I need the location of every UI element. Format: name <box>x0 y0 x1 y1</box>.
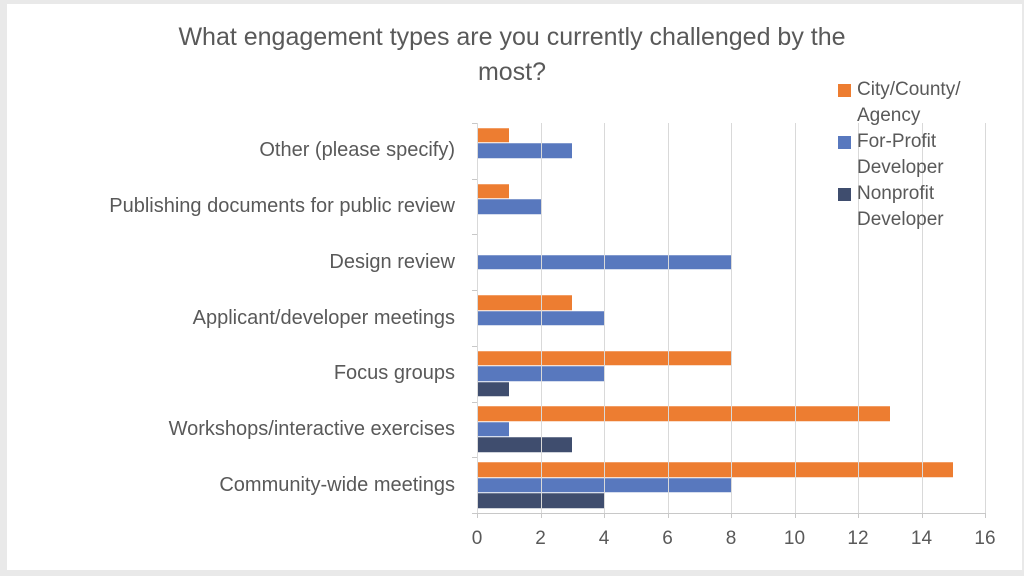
legend-label-line: Nonprofit <box>857 183 935 204</box>
gridline-14 <box>921 123 923 513</box>
y-axis-tick <box>472 234 477 236</box>
legend-label: For-Profit Developer <box>857 129 944 181</box>
bar-for-profit-developer <box>477 422 509 437</box>
bar-city-county-agency <box>477 462 954 477</box>
chart-title-line-1: What engagement types are you currently … <box>178 23 846 51</box>
category-row <box>477 402 985 458</box>
x-axis-tick-label-0: 0 <box>471 528 483 549</box>
bar-city-county-agency <box>477 183 509 199</box>
bar-city-county-agency <box>477 406 890 422</box>
category-label: Publishing documents for public review <box>109 195 455 218</box>
chart-title-line-2: most? <box>477 58 547 86</box>
legend-label-line: Developer <box>857 209 944 230</box>
gridline-16 <box>985 123 986 513</box>
y-axis-tick <box>472 123 477 124</box>
gridline-12 <box>858 123 859 513</box>
x-axis-tick-label-16: 16 <box>974 528 996 549</box>
y-axis-tick <box>472 513 477 514</box>
legend-swatch <box>838 188 851 201</box>
legend-label-line: Developer <box>857 157 944 178</box>
x-axis-tick-4 <box>604 513 605 518</box>
bar-group <box>477 183 985 230</box>
bar-for-profit-developer <box>477 143 573 159</box>
x-axis-tick-6 <box>667 513 669 518</box>
plot-area <box>472 123 986 518</box>
x-axis-tick-label-14: 14 <box>910 528 933 549</box>
x-axis-tick-2 <box>540 513 542 518</box>
category-label: Workshops/interactive exercises <box>168 417 455 440</box>
bar-nonprofit-developer <box>477 437 573 453</box>
y-axis-tick <box>472 290 477 292</box>
bar-group <box>477 406 985 453</box>
category-axis-labels: Other (please specify) Publishing documen… <box>55 123 455 513</box>
x-axis-tick-label-4: 4 <box>598 528 610 549</box>
x-axis-tick-label-10: 10 <box>783 528 806 549</box>
x-axis-tick-14 <box>921 513 923 518</box>
category-label: Community-wide meetings <box>219 473 455 496</box>
y-axis-tick <box>472 457 477 459</box>
legend-label: City/County/Agency <box>857 77 960 129</box>
x-axis-tick-label-12: 12 <box>847 528 869 549</box>
x-axis-tick-16 <box>985 513 986 518</box>
category-row <box>477 123 985 179</box>
legend-item: For-Profit Developer <box>838 129 1020 181</box>
bar-for-profit-developer <box>477 199 541 214</box>
legend-item: Nonprofit Developer <box>838 181 1020 233</box>
gridline-6 <box>667 123 669 513</box>
gridline-4 <box>604 123 605 513</box>
legend-swatch <box>838 84 851 97</box>
gridline-8 <box>731 123 732 513</box>
category-label: Other (please specify) <box>259 139 455 162</box>
legend-swatch <box>838 136 851 149</box>
chart-title: What engagement types are you currently … <box>142 20 882 90</box>
y-axis-tick <box>472 345 477 347</box>
gridline-2 <box>540 123 542 513</box>
y-axis-tick <box>472 401 477 403</box>
legend-label-line: For-Profit <box>857 131 937 152</box>
x-axis-tick-12 <box>858 513 859 518</box>
x-axis-tick-8 <box>731 513 732 518</box>
x-axis-tick-0 <box>477 513 478 518</box>
legend-label-line: City/County/ <box>857 79 961 100</box>
gridline-10 <box>794 123 796 513</box>
bar-city-county-agency <box>477 295 573 310</box>
x-axis-tick-labels: 0 2 4 6 8 10 12 14 16 <box>472 528 996 554</box>
x-axis-tick-label-2: 2 <box>535 528 546 549</box>
y-axis-tick <box>472 178 477 180</box>
gridline-0 <box>477 123 478 513</box>
bar-nonprofit-developer <box>477 381 509 397</box>
x-axis-tick-label-8: 8 <box>725 528 737 549</box>
legend-label: Nonprofit Developer <box>857 181 944 233</box>
category-label: Design review <box>329 250 455 273</box>
legend: City/County/Agency For-Profit Developer Non… <box>838 77 1020 233</box>
category-row <box>477 179 985 235</box>
bar-city-county-agency <box>477 128 509 143</box>
legend-item: City/County/Agency <box>838 77 1020 129</box>
x-axis-tick-10 <box>794 513 796 518</box>
category-label: Focus groups <box>333 362 455 385</box>
x-axis-tick-label-6: 6 <box>662 528 673 549</box>
category-label: Applicant/developer meetings <box>192 306 455 329</box>
bar-group <box>477 128 985 174</box>
legend-label-line: Agency <box>857 105 921 126</box>
